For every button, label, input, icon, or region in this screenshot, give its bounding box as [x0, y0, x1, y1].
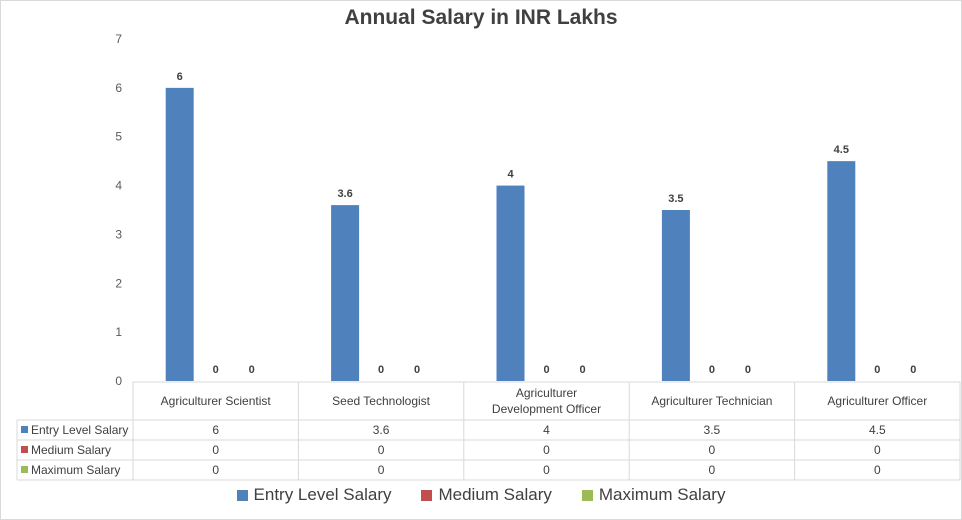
table-legend-key	[21, 446, 28, 453]
legend-swatch	[421, 489, 433, 501]
table-cell: 0	[543, 443, 550, 457]
x-category-label: Agriculturer Officer	[827, 394, 927, 408]
table-cell: 0	[212, 463, 219, 477]
data-label: 0	[414, 364, 420, 376]
x-category-label: Agriculturer	[516, 386, 577, 400]
data-label: 3.6	[337, 188, 352, 200]
chart-legend: Entry Level Salary Medium Salary Maximum S…	[0, 485, 962, 505]
table-series-label: Medium Salary	[31, 443, 111, 457]
data-label: 4.5	[834, 144, 849, 156]
chart-title: Annual Salary in INR Lakhs	[344, 6, 618, 29]
table-cell: 0	[709, 443, 716, 457]
data-label: 0	[874, 364, 880, 376]
legend-label: Medium Salary	[438, 485, 552, 504]
table-cell: 6	[212, 423, 219, 437]
x-category-label: Development Officer	[492, 402, 601, 416]
legend-label: Maximum Salary	[598, 485, 726, 504]
y-tick-label: 3	[115, 227, 122, 241]
data-label: 0	[709, 364, 715, 376]
bar-0-4	[827, 161, 856, 381]
legend-item: Entry Level Salary	[236, 485, 392, 505]
data-label: 6	[177, 71, 183, 83]
data-label: 0	[579, 364, 585, 376]
table-cell: 0	[874, 443, 881, 457]
table-cell: 0	[543, 463, 550, 477]
table-legend-key	[21, 466, 28, 473]
data-label: 0	[213, 364, 219, 376]
legend-label: Entry Level Salary	[253, 485, 392, 504]
bar-0-1	[331, 205, 360, 381]
table-series-label: Entry Level Salary	[31, 423, 128, 437]
data-label: 0	[249, 364, 255, 376]
table-cell: 0	[709, 463, 716, 477]
table-cell: 0	[874, 463, 881, 477]
table-cell: 0	[378, 463, 385, 477]
y-tick-label: 2	[115, 276, 122, 290]
y-tick-label: 7	[115, 32, 122, 46]
data-label: 0	[378, 364, 384, 376]
legend-item: Maximum Salary	[581, 485, 726, 505]
table-cell: 3.5	[704, 423, 721, 437]
legend-item: Medium Salary	[421, 485, 552, 505]
y-tick-label: 6	[115, 81, 122, 95]
y-tick-label: 1	[115, 325, 122, 339]
table-series-label: Maximum Salary	[31, 463, 120, 477]
data-label: 4	[507, 169, 514, 181]
table-cell: 4.5	[869, 423, 886, 437]
table-cell: 3.6	[373, 423, 390, 437]
x-category-label: Agriculturer Scientist	[161, 394, 272, 408]
x-category-label: Seed Technologist	[332, 394, 431, 408]
data-label: 3.5	[668, 193, 683, 205]
x-category-label: Agriculturer Technician	[651, 394, 772, 408]
y-tick-label: 4	[115, 179, 122, 193]
y-tick-label: 5	[115, 130, 122, 144]
table-cell: 4	[543, 423, 550, 437]
bar-0-3	[661, 210, 690, 381]
data-label: 0	[910, 364, 916, 376]
bar-0-0	[165, 87, 194, 381]
legend-swatch	[236, 489, 248, 501]
table-cell: 0	[378, 443, 385, 457]
bar-0-2	[496, 185, 525, 381]
data-label: 0	[543, 364, 549, 376]
data-label: 0	[745, 364, 751, 376]
y-tick-label: 0	[115, 374, 122, 388]
table-legend-key	[21, 426, 28, 433]
table-cell: 0	[212, 443, 219, 457]
legend-swatch	[581, 489, 593, 501]
